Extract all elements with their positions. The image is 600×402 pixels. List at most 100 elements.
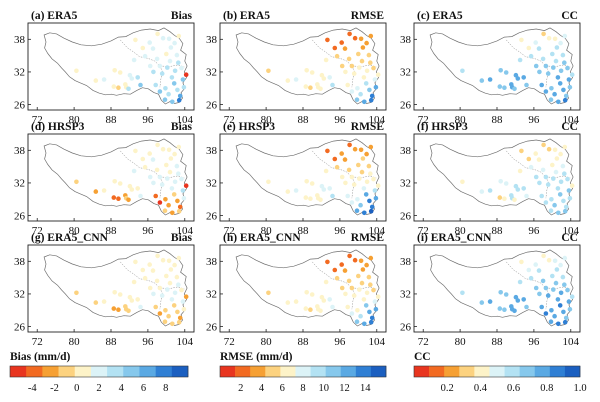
x-tick-label: 104: [369, 114, 386, 126]
station-dot: [367, 198, 372, 204]
station-dot: [138, 304, 143, 310]
station-dot: [117, 70, 123, 75]
station-dot: [138, 193, 143, 199]
x-tick-label: 104: [369, 336, 386, 348]
station-dot: [517, 57, 523, 63]
station-dot: [157, 311, 163, 316]
station-dot: [155, 31, 160, 37]
station-dot: [170, 321, 175, 327]
station-dot: [369, 93, 375, 99]
station-dot: [355, 308, 360, 313]
station-dot: [561, 87, 566, 93]
panel-label: (i) ERA5_CNN: [417, 232, 492, 244]
station-dot: [116, 196, 121, 201]
station-dot: [165, 287, 170, 292]
station-dot: [165, 176, 170, 181]
colorbar-swatch: [280, 366, 296, 377]
station-dot: [347, 142, 352, 148]
station-dot: [172, 290, 178, 296]
station-dot: [112, 290, 117, 295]
colorbar-swatch: [139, 366, 156, 377]
station-dot: [533, 174, 539, 180]
station-dot: [536, 46, 542, 51]
colorbar-swatch: [564, 366, 581, 377]
province-boundary: [506, 261, 549, 310]
x-tick-label: 104: [563, 114, 580, 126]
station-dot: [537, 291, 542, 297]
station-dot: [526, 45, 532, 51]
map-panel-4: (d) HRSP3 Bias 38 32 26 72 80 88 96 104: [14, 121, 195, 237]
station-dot: [562, 208, 568, 214]
station-dot: [172, 68, 178, 74]
station-dot: [147, 174, 153, 180]
station-dot: [519, 259, 524, 265]
station-dot: [74, 290, 79, 296]
station-dot: [147, 262, 152, 267]
station-dot: [533, 63, 539, 69]
station-dot: [339, 174, 345, 180]
station-dot: [364, 262, 369, 268]
colorbar-tick-label: 4: [259, 383, 265, 394]
plateau-boundary: [43, 27, 188, 105]
station-dot: [521, 297, 526, 302]
station-dot: [565, 287, 570, 293]
station-dot: [150, 46, 156, 51]
station-dot: [171, 81, 177, 86]
station-dot: [166, 36, 172, 42]
station-dot: [545, 182, 551, 187]
station-dot: [497, 306, 503, 311]
panel-label: (e) HRSP3: [223, 121, 275, 133]
station-dot: [351, 293, 357, 298]
station-dot: [351, 182, 357, 187]
colorbar-tick-label: 14: [360, 383, 371, 394]
station-dot: [460, 290, 465, 296]
station-dot: [157, 285, 163, 291]
y-tick-label: 26: [400, 321, 412, 333]
colorbar-swatch: [519, 366, 536, 377]
panel-metric: Bias: [171, 232, 193, 244]
station-dot: [555, 297, 561, 302]
station-dot: [358, 313, 363, 319]
station-dot: [552, 202, 557, 208]
station-dot: [368, 208, 374, 214]
panel-frame: [27, 133, 195, 222]
station-dot: [339, 285, 345, 291]
station-dot: [368, 60, 373, 65]
colorbar-swatch: [310, 366, 326, 377]
station-dot: [536, 157, 542, 162]
station-dot: [349, 200, 355, 205]
plateau-boundary: [235, 27, 380, 105]
station-dot: [515, 298, 521, 303]
station-dot: [159, 182, 165, 187]
station-dot: [160, 35, 166, 41]
station-dot: [112, 179, 117, 184]
colorbar-swatch: [250, 366, 266, 377]
x-tick-label: 96: [528, 336, 540, 348]
colorbar-swatch: [107, 366, 124, 377]
y-tick-label: 32: [400, 67, 411, 79]
map-panel-6: (f) HRSP3 CC 38 32 26 72 80 88 96 104: [400, 121, 581, 237]
x-tick-label: 88: [298, 114, 310, 126]
station-dot: [155, 253, 160, 259]
station-dot: [342, 46, 348, 51]
station-dot: [345, 82, 351, 88]
station-dot: [512, 308, 517, 314]
plateau-boundary: [429, 249, 574, 327]
station-dot: [135, 297, 140, 302]
station-dot: [556, 210, 561, 216]
province-boundary: [545, 286, 571, 290]
station-dot: [179, 287, 184, 293]
station-dot: [543, 311, 549, 316]
station-dot: [358, 202, 363, 208]
station-dot: [562, 171, 567, 176]
station-dot: [308, 196, 313, 201]
station-dot: [180, 77, 186, 82]
y-tick-label: 32: [206, 67, 217, 79]
station-dot: [101, 299, 107, 304]
station-dot: [135, 186, 140, 191]
station-dot: [566, 188, 572, 193]
station-dot: [550, 51, 555, 57]
y-tick-label: 38: [400, 256, 412, 268]
station-dot: [332, 156, 338, 162]
station-dot: [551, 287, 556, 292]
